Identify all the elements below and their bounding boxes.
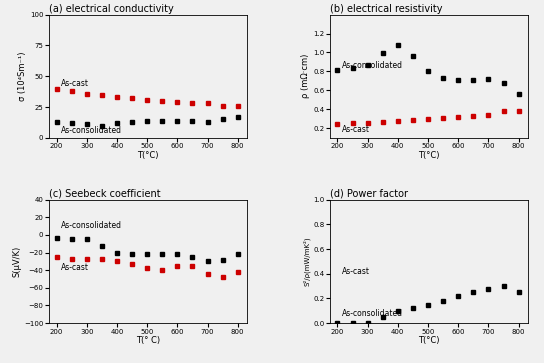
X-axis label: T(° C): T(° C)	[136, 336, 160, 345]
Text: (b) electrical resistivity: (b) electrical resistivity	[330, 4, 442, 14]
Y-axis label: σ (10⁴Sm⁻¹): σ (10⁴Sm⁻¹)	[18, 52, 27, 101]
X-axis label: T(°C): T(°C)	[418, 336, 440, 345]
Text: As-consolidated: As-consolidated	[61, 126, 122, 135]
Text: As-consolidated: As-consolidated	[342, 61, 403, 70]
Text: (d) Power factor: (d) Power factor	[330, 189, 408, 199]
Text: (c) Seebeck coefficient: (c) Seebeck coefficient	[49, 189, 160, 199]
Text: As-cast: As-cast	[61, 79, 89, 88]
Y-axis label: ρ (mΩ·cm): ρ (mΩ·cm)	[301, 54, 310, 98]
Text: As-cast: As-cast	[61, 263, 89, 272]
Text: As-cast: As-cast	[342, 267, 370, 276]
X-axis label: T(°C): T(°C)	[418, 151, 440, 160]
Text: As-consolidated: As-consolidated	[342, 309, 403, 318]
Y-axis label: S(μV/K): S(μV/K)	[13, 246, 21, 277]
X-axis label: T(°C): T(°C)	[137, 151, 159, 160]
Y-axis label: S²/ρ(mW/mK²): S²/ρ(mW/mK²)	[303, 237, 310, 286]
Text: As-consolidated: As-consolidated	[61, 221, 122, 230]
Text: (a) electrical conductivity: (a) electrical conductivity	[49, 4, 174, 14]
Text: As-cast: As-cast	[342, 125, 370, 134]
